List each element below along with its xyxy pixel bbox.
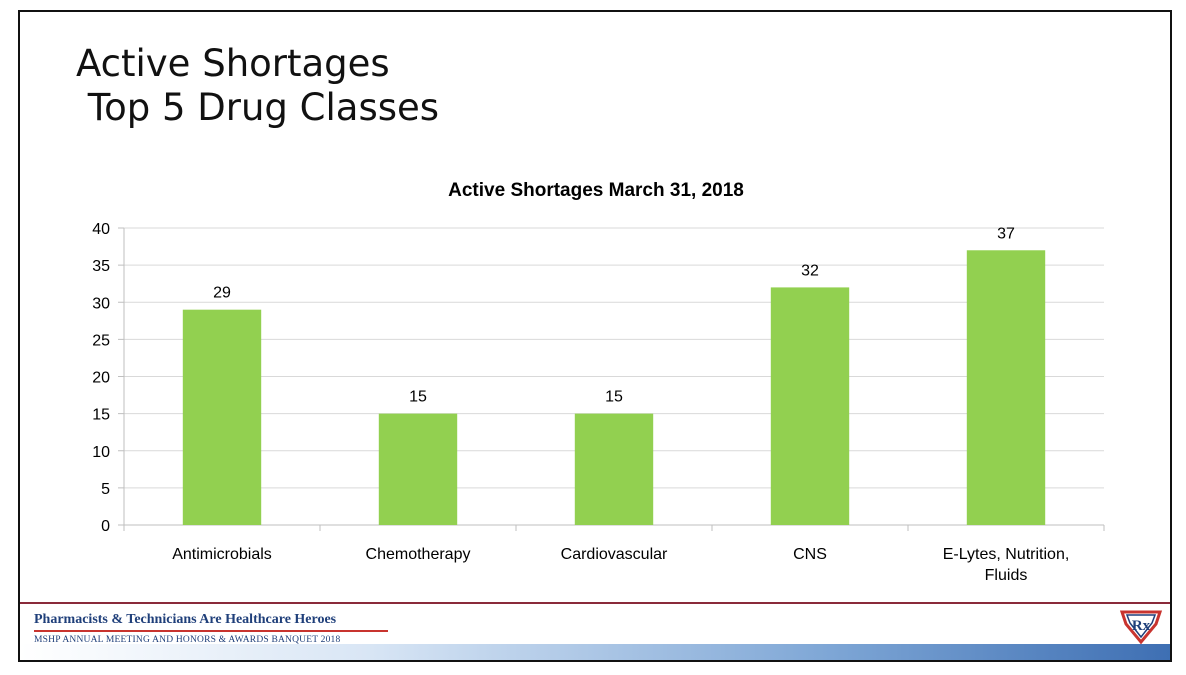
- y-tick-label: 35: [92, 258, 110, 275]
- tagline-underline: [34, 630, 388, 632]
- data-labels: 29 15 15 32 37: [213, 225, 1015, 405]
- rx-shield-logo: Rx: [1119, 610, 1163, 645]
- bar-chart: Active Shortages March 31, 2018 0 5 10 15 20…: [92, 180, 1105, 584]
- x-tick-label: Chemotherapy: [366, 546, 471, 563]
- logo-text: Rx: [1132, 618, 1151, 634]
- footer-gradient-band: [20, 644, 1170, 660]
- x-tick-label: E-Lytes, Nutrition,: [943, 546, 1070, 563]
- y-tick-label: 0: [101, 518, 110, 535]
- bars: [182, 250, 1046, 525]
- y-tick-label: 15: [92, 407, 110, 424]
- bar: [378, 413, 458, 525]
- chart-title: Active Shortages March 31, 2018: [448, 180, 744, 201]
- x-tick-label: CNS: [793, 546, 827, 563]
- y-tick-label: 5: [101, 481, 110, 498]
- footer-event: MSHP ANNUAL MEETING AND HONORS & AWARDS …: [34, 635, 341, 645]
- bar: [966, 250, 1046, 525]
- data-label: 37: [997, 225, 1015, 242]
- x-tick-label: Cardiovascular: [561, 546, 668, 563]
- data-label: 29: [213, 285, 231, 302]
- y-tick-label: 40: [92, 221, 110, 238]
- y-tick-label: 20: [92, 370, 110, 387]
- data-label: 32: [801, 262, 819, 279]
- data-label: 15: [409, 389, 427, 406]
- data-label: 15: [605, 389, 623, 406]
- slide: Active Shortages Top 5 Drug Classes Acti…: [18, 10, 1172, 662]
- footer: Pharmacists & Technicians Are Healthcare…: [20, 602, 1170, 660]
- bar: [182, 309, 262, 525]
- footer-divider: [20, 602, 1170, 604]
- slide-title-line-1: Active Shortages: [76, 42, 390, 85]
- x-tick-label: Antimicrobials: [172, 546, 272, 563]
- slide-title: Active Shortages Top 5 Drug Classes: [76, 42, 439, 130]
- y-tick-label: 30: [92, 295, 110, 312]
- bar: [770, 287, 850, 525]
- footer-tagline: Pharmacists & Technicians Are Healthcare…: [34, 612, 337, 627]
- slide-title-line-2: Top 5 Drug Classes: [76, 86, 440, 129]
- bar: [574, 413, 654, 525]
- y-tick-label: 25: [92, 332, 110, 349]
- x-tick-label: Fluids: [985, 567, 1028, 584]
- y-tick-label: 10: [92, 444, 110, 461]
